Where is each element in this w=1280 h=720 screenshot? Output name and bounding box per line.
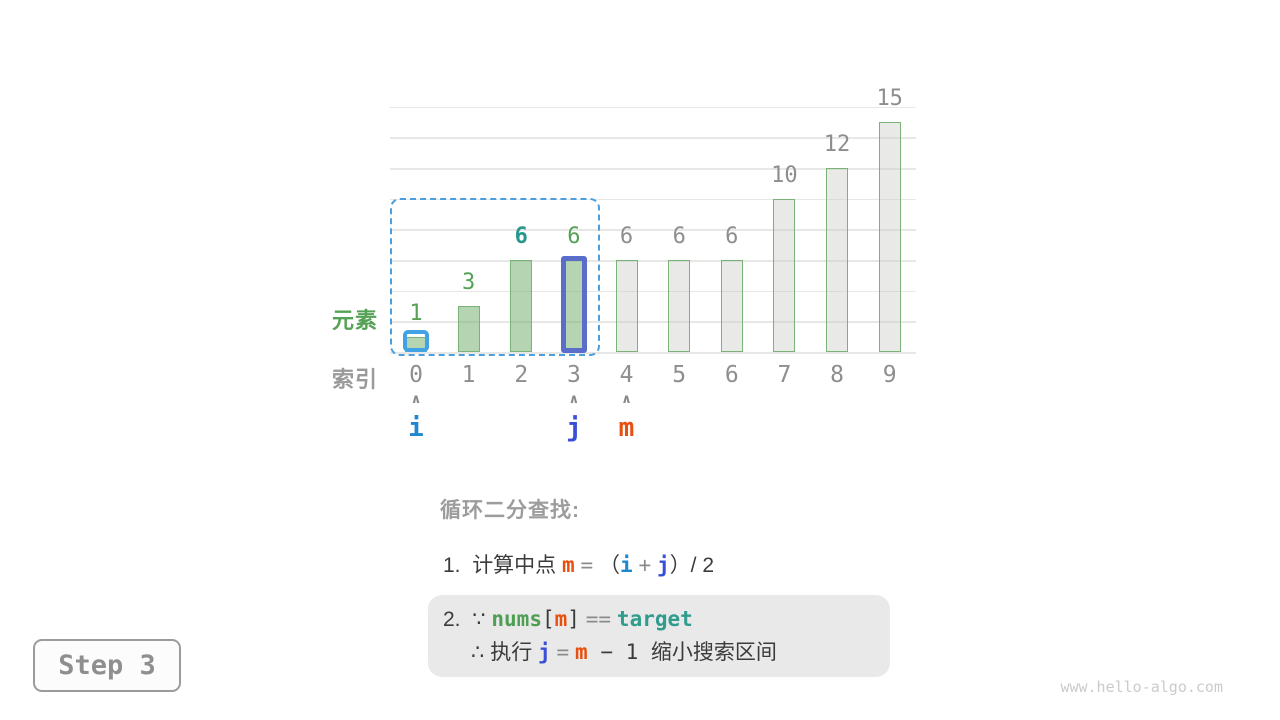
note-line-2: ∴ 执行 j = m − 1 缩小搜索区间: [443, 636, 890, 669]
bar-value-label: 6: [619, 224, 634, 249]
text-token: ）/ 2: [669, 554, 715, 577]
gridline: [390, 168, 916, 170]
index-label: 9: [882, 362, 897, 388]
index-label: 4: [619, 362, 634, 388]
bar: [668, 260, 691, 352]
note-line-1: 2. ∵ nums[m] == target: [443, 603, 890, 636]
bar: [720, 260, 743, 352]
pointer-label-m: m: [618, 413, 635, 443]
mid-element-highlight-outline: [560, 256, 587, 353]
watermark: www.hello-algo.com: [1060, 678, 1223, 696]
text-token: ∴ 执行: [471, 641, 539, 664]
text-token: 1.: [443, 554, 473, 577]
search-interval-dashed-box: [390, 198, 600, 356]
text-token: − 1: [587, 640, 651, 664]
pointer-m: ∧ m: [605, 393, 649, 441]
row-label-index: 索引: [331, 367, 378, 392]
annotation-heading: 循环二分查找:: [440, 499, 580, 522]
text-token: 2.: [443, 608, 473, 631]
text-token: target: [616, 607, 693, 631]
text-token: =: [556, 640, 570, 664]
gridline: [390, 352, 916, 354]
bar: [457, 306, 480, 352]
caret-up-icon: ∧: [621, 392, 632, 407]
gridline: [390, 260, 916, 262]
gridline: [390, 137, 916, 139]
caret-up-icon: ∧: [568, 392, 580, 407]
caret-up-icon: ∧: [410, 392, 422, 407]
text-token: m: [562, 553, 575, 577]
gridline: [390, 198, 916, 201]
bar: [826, 168, 848, 352]
bar-value-label: 10: [771, 162, 798, 188]
gridline: [390, 229, 916, 231]
bar: [615, 260, 638, 352]
text-token: i: [620, 553, 633, 577]
gridline: [390, 321, 916, 323]
gridline: [390, 290, 916, 293]
index-label: 7: [777, 362, 792, 388]
gridline: [390, 106, 916, 109]
bar: [510, 260, 533, 352]
index-label: 5: [672, 362, 687, 388]
index-label: 8: [830, 362, 844, 388]
text-token: ∵: [472, 608, 492, 631]
bar-value-label: 1: [409, 300, 423, 326]
pointer-label-j: j: [566, 413, 582, 443]
row-label-element: 元素: [331, 308, 378, 333]
bar-value-label: 12: [823, 132, 851, 157]
text-token: （: [593, 554, 621, 577]
text-token: m: [554, 607, 568, 631]
annotation-step-1-line: 1. 计算中点 m = （i + j）/ 2: [443, 549, 714, 579]
bar-value-label: 15: [876, 86, 903, 112]
index-label: 2: [514, 362, 529, 388]
annotation-note-box: 2. ∵ nums[m] == target ∴ 执行 j = m − 1 缩小…: [428, 595, 890, 677]
text-token: [: [541, 607, 555, 631]
text-token: 缩小搜索区间: [650, 641, 777, 664]
bar-value-label: 6: [725, 224, 739, 249]
bar: [773, 198, 796, 352]
index-label: 0: [409, 362, 423, 388]
text-token: nums: [491, 607, 542, 631]
pointer-i: ∧ i: [394, 393, 438, 441]
pointer-j: ∧ j: [552, 393, 596, 441]
current-element-highlight-box: [403, 330, 429, 352]
step-badge: Step 3: [33, 639, 181, 692]
bar-value-label: 3: [461, 270, 476, 295]
text-token: ==: [585, 607, 612, 631]
text-token: +: [638, 553, 652, 577]
text-token: j: [538, 640, 551, 664]
bar: [878, 122, 901, 352]
bar-value-label: 6: [672, 224, 686, 249]
pointer-label-i: i: [408, 413, 424, 443]
index-label: 6: [724, 362, 739, 388]
text-token: 计算中点: [472, 554, 563, 577]
text-token: ]: [567, 607, 580, 631]
text-token: =: [580, 553, 594, 577]
text-token: j: [657, 553, 670, 577]
bar-value-label: 6: [514, 224, 528, 249]
index-label: 3: [566, 362, 581, 388]
text-token: m: [575, 640, 588, 664]
index-label: 1: [461, 362, 476, 388]
bar-value-label: 6: [567, 224, 581, 249]
